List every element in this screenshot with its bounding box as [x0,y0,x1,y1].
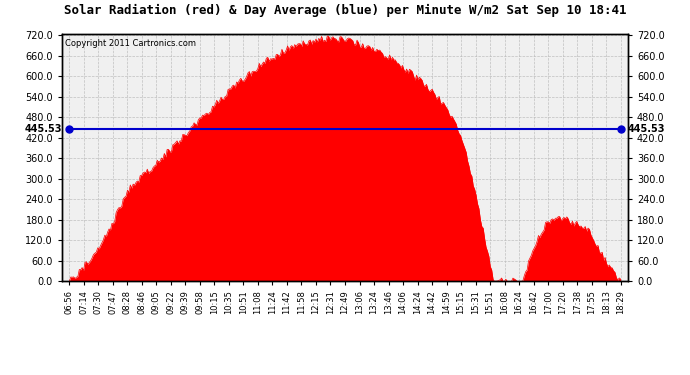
Text: Solar Radiation (red) & Day Average (blue) per Minute W/m2 Sat Sep 10 18:41: Solar Radiation (red) & Day Average (blu… [63,4,627,17]
Text: Copyright 2011 Cartronics.com: Copyright 2011 Cartronics.com [65,39,196,48]
Text: 445.53: 445.53 [25,124,62,134]
Text: 445.53: 445.53 [628,124,665,134]
